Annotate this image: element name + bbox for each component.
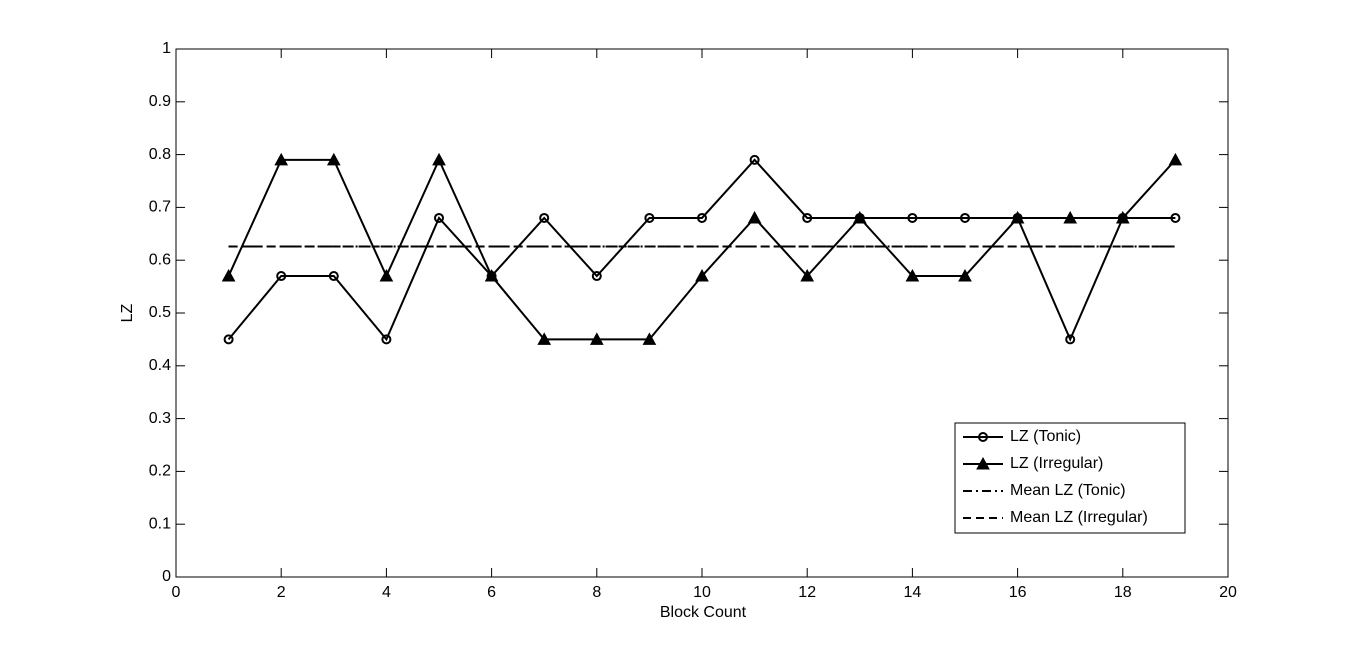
x-tick-label: 20 xyxy=(1219,584,1237,601)
marker xyxy=(381,334,392,345)
marker xyxy=(1170,212,1181,223)
marker xyxy=(326,152,341,166)
marker xyxy=(591,271,602,282)
y-tick-label: 0.8 xyxy=(149,146,171,163)
marker xyxy=(379,268,394,282)
marker xyxy=(800,268,815,282)
marker xyxy=(1065,334,1076,345)
y-tick-label: 0.4 xyxy=(149,357,171,374)
y-tick-label: 0 xyxy=(162,568,171,585)
y-tick-label: 0.1 xyxy=(149,515,171,532)
marker xyxy=(907,212,918,223)
x-axis-label: Block Count xyxy=(660,604,747,621)
marker xyxy=(276,271,287,282)
y-tick-label: 1 xyxy=(162,40,171,57)
legend-box xyxy=(954,422,1186,534)
legend-marker xyxy=(978,432,988,442)
y-axis-label: LZ xyxy=(119,303,136,322)
marker xyxy=(537,332,552,345)
marker xyxy=(747,210,762,224)
marker xyxy=(749,154,760,165)
marker xyxy=(852,210,867,224)
marker xyxy=(328,271,339,282)
marker xyxy=(434,212,444,223)
marker xyxy=(1115,210,1130,224)
marker xyxy=(905,268,920,282)
y-tick-label: 0.2 xyxy=(149,463,171,480)
x-tick-label: 0 xyxy=(172,584,181,601)
marker xyxy=(589,332,604,345)
marker xyxy=(1168,152,1183,166)
legend-label: Mean LZ (Irregular) xyxy=(1010,509,1148,526)
x-tick-label: 18 xyxy=(1114,584,1132,601)
y-tick-label: 0.7 xyxy=(149,199,171,216)
x-tick-label: 14 xyxy=(904,584,922,601)
marker xyxy=(223,334,234,345)
x-tick-label: 16 xyxy=(1009,584,1027,601)
y-tick-label: 0.6 xyxy=(149,251,171,268)
marker xyxy=(274,152,289,166)
x-tick-label: 4 xyxy=(382,584,391,601)
marker xyxy=(642,332,657,345)
legend-label: LZ (Tonic) xyxy=(1010,428,1081,445)
marker xyxy=(695,268,709,282)
marker xyxy=(539,212,550,223)
marker xyxy=(644,212,655,223)
y-tick-label: 0.3 xyxy=(149,410,171,427)
marker xyxy=(697,212,707,223)
legend-label: Mean LZ (Tonic) xyxy=(1010,482,1126,499)
x-tick-label: 12 xyxy=(798,584,816,601)
y-tick-label: 0.5 xyxy=(149,304,171,321)
marker xyxy=(1010,210,1025,224)
marker xyxy=(484,268,499,282)
x-tick-label: 10 xyxy=(693,584,711,601)
legend-marker xyxy=(976,456,990,470)
marker xyxy=(802,212,813,223)
x-tick-label: 6 xyxy=(487,584,496,601)
marker xyxy=(960,212,970,223)
marker xyxy=(221,268,236,282)
legend-label: LZ (Irregular) xyxy=(1010,455,1103,472)
x-tick-label: 8 xyxy=(592,584,601,601)
marker xyxy=(432,152,446,166)
marker xyxy=(1063,210,1078,224)
x-tick-label: 2 xyxy=(277,584,286,601)
y-tick-label: 0.9 xyxy=(149,93,171,110)
marker xyxy=(958,268,972,282)
